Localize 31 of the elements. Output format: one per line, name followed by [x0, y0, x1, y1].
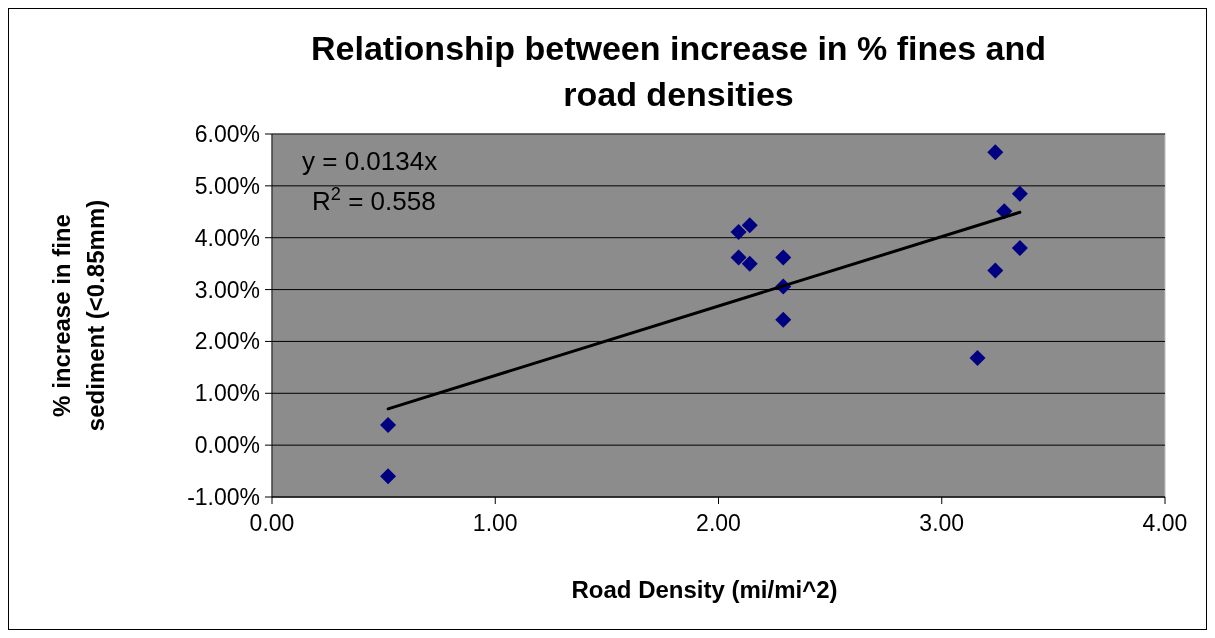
chart-title: Relationship between increase in % fines and road densities [311, 29, 1046, 113]
annotation: y = 0.0134x [302, 146, 438, 176]
x-tick-label: 3.00 [919, 510, 965, 536]
point [775, 249, 792, 266]
y-tick-label: -1.00% [187, 484, 260, 511]
y-tick-label: 4.00% [194, 224, 260, 251]
annotation: R$^{2}$ = 0.558 [312, 184, 436, 216]
x-tick-label: 0.00 [249, 510, 295, 536]
y-tick-label: 3.00% [194, 276, 260, 303]
x-axis-title: Road Density (mi/mi^2) [571, 576, 838, 603]
point [969, 350, 986, 367]
y-tick-label: 2.00% [194, 328, 260, 355]
y-axis-title: % increase in fine sediment (<0.85mm) [48, 199, 109, 432]
point [741, 217, 758, 234]
point [987, 262, 1004, 279]
point [380, 416, 397, 433]
point [380, 468, 397, 485]
point [730, 249, 747, 266]
point [775, 311, 792, 328]
x-tick-label: 4.00 [1142, 510, 1188, 536]
point [730, 224, 747, 241]
point [987, 144, 1004, 161]
y-tick-label: 1.00% [194, 380, 260, 407]
point [1011, 185, 1028, 202]
point [741, 255, 758, 272]
y-tick-label: 5.00% [194, 172, 260, 199]
point [1011, 240, 1028, 257]
x-tick-label: 2.00 [696, 510, 741, 536]
y-tick-label: 6.00% [194, 121, 260, 148]
y-tick-label: 0.00% [194, 432, 260, 459]
x-tick-label: 1.00 [472, 510, 518, 536]
